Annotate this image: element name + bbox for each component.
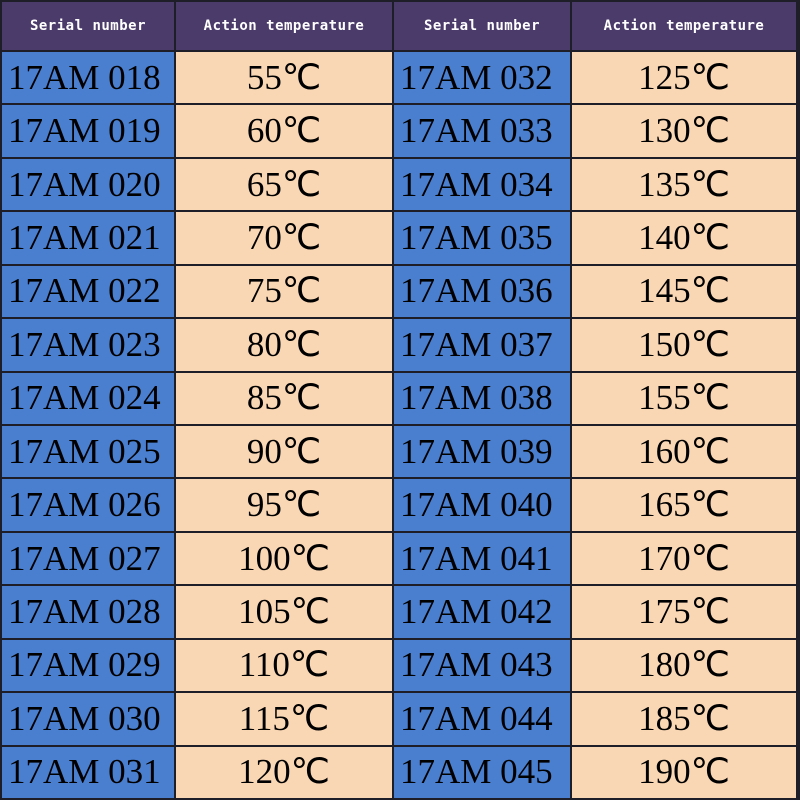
action-temperature: 105℃ [176,586,392,638]
serial-number: 17AM 018 [2,52,174,104]
header-cell: Action temperature [572,2,796,50]
action-temperature: 70℃ [176,212,392,264]
action-temperature: 160℃ [572,425,796,478]
action-temperature: 145℃ [572,265,796,318]
serial-number: 17AM 041 [394,532,570,585]
action-temperature: 55℃ [176,52,392,104]
serial-number: 17AM 040 [394,479,570,531]
serial-number: 17AM 025 [2,425,174,478]
serial-number: 17AM 024 [2,372,174,424]
action-temperature: 65℃ [176,158,392,211]
serial-number: 17AM 020 [2,158,174,211]
serial-number: 17AM 044 [394,693,570,745]
serial-number: 17AM 030 [2,693,174,745]
action-temperature: 170℃ [572,532,796,585]
action-temperature: 175℃ [572,586,796,638]
action-temperature: 120℃ [176,746,392,798]
serial-number: 17AM 045 [394,746,570,798]
action-temperature: 190℃ [572,746,796,798]
action-temperature: 95℃ [176,479,392,531]
action-temperature: 125℃ [572,52,796,104]
action-temperature: 110℃ [176,639,392,692]
serial-number: 17AM 023 [2,319,174,371]
serial-number: 17AM 029 [2,639,174,692]
serial-number: 17AM 021 [2,212,174,264]
serial-number: 17AM 033 [394,105,570,157]
action-temperature: 130℃ [572,105,796,157]
serial-number: 17AM 042 [394,586,570,638]
serial-number: 17AM 039 [394,425,570,478]
action-temperature: 135℃ [572,158,796,211]
action-temperature: 75℃ [176,265,392,318]
action-temperature: 185℃ [572,693,796,745]
action-temperature: 155℃ [572,372,796,424]
serial-number: 17AM 031 [2,746,174,798]
action-temperature: 165℃ [572,479,796,531]
serial-number: 17AM 019 [2,105,174,157]
action-temperature: 90℃ [176,425,392,478]
action-temperature: 180℃ [572,639,796,692]
header-cell: Serial number [394,2,570,50]
action-temperature: 85℃ [176,372,392,424]
serial-number: 17AM 036 [394,265,570,318]
action-temperature: 150℃ [572,319,796,371]
serial-number: 17AM 032 [394,52,570,104]
action-temperature: 140℃ [572,212,796,264]
serial-number: 17AM 038 [394,372,570,424]
serial-number: 17AM 035 [394,212,570,264]
action-temperature: 60℃ [176,105,392,157]
action-temperature: 115℃ [176,693,392,745]
serial-number: 17AM 028 [2,586,174,638]
serial-number: 17AM 026 [2,479,174,531]
serial-number: 17AM 037 [394,319,570,371]
header-cell: Serial number [2,2,174,50]
action-temperature: 100℃ [176,532,392,585]
action-temperature: 80℃ [176,319,392,371]
serial-number: 17AM 027 [2,532,174,585]
serial-number: 17AM 043 [394,639,570,692]
header-cell: Action temperature [176,2,392,50]
serial-number: 17AM 022 [2,265,174,318]
serial-number: 17AM 034 [394,158,570,211]
